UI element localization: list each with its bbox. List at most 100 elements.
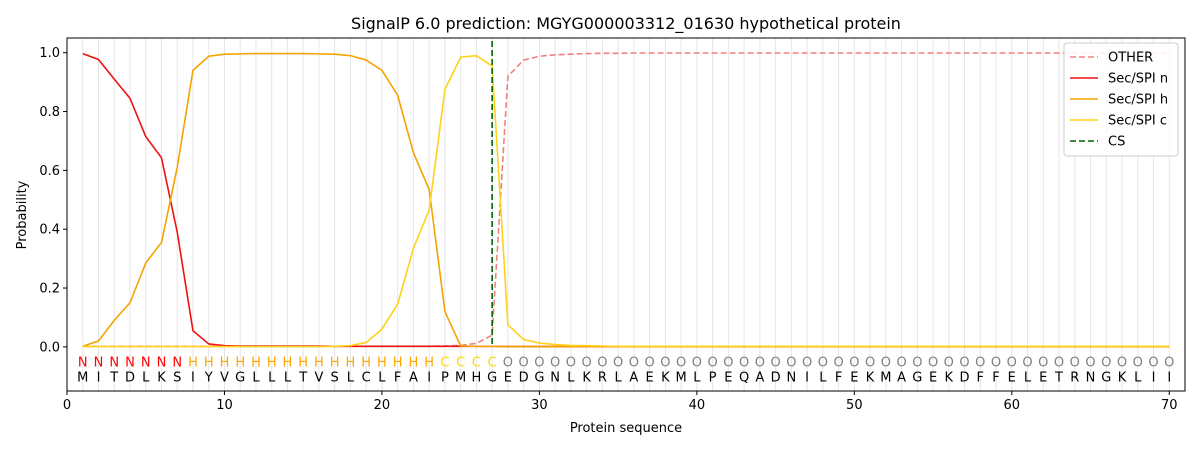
region-label: N (172, 356, 182, 371)
region-label: O (991, 356, 1001, 371)
region-label: O (865, 356, 875, 371)
residue-label: P (709, 370, 717, 385)
residue-label: R (598, 370, 607, 385)
region-label: O (849, 356, 859, 371)
residue-label: A (755, 370, 764, 385)
residue-label: R (1070, 370, 1079, 385)
region-label: O (1038, 356, 1048, 371)
residue-label: H (472, 370, 482, 385)
region-label: O (1070, 356, 1080, 371)
residue-label: L (284, 370, 292, 385)
residue-label: E (1008, 370, 1016, 385)
region-label: H (251, 356, 261, 371)
legend-label: Sec/SPI h (1108, 93, 1168, 108)
y-tick-label: 0.8 (39, 105, 60, 120)
region-label: H (409, 356, 419, 371)
residue-label: K (866, 370, 875, 385)
residue-label: G (1101, 370, 1111, 385)
region-label: O (676, 356, 686, 371)
legend-label: Sec/SPI n (1108, 72, 1168, 87)
residue-label: L (1024, 370, 1032, 385)
residue-label: M (880, 370, 891, 385)
residue-label: E (929, 370, 937, 385)
residue-label: F (992, 370, 999, 385)
region-label: O (503, 356, 513, 371)
region-label: N (141, 356, 151, 371)
residue-label: L (567, 370, 575, 385)
y-tick-label: 0.6 (39, 164, 60, 179)
y-tick-label: 0.0 (39, 340, 60, 355)
region-label: O (1022, 356, 1032, 371)
region-label: O (613, 356, 623, 371)
region-label: O (928, 356, 938, 371)
grid-lines (82, 38, 1170, 391)
residue-label: K (582, 370, 591, 385)
region-label: H (267, 356, 277, 371)
residue-label: L (347, 370, 355, 385)
residue-label: F (835, 370, 842, 385)
residue-label: T (1054, 370, 1063, 385)
legend-label: Sec/SPI c (1108, 114, 1167, 129)
x-tick-label: 20 (374, 398, 391, 413)
region-label: H (204, 356, 214, 371)
chart-title: SignalP 6.0 prediction: MGYG000003312_01… (351, 14, 901, 34)
region-label: O (660, 356, 670, 371)
residue-label: E (646, 370, 654, 385)
residue-label: N (1086, 370, 1096, 385)
residue-label: L (693, 370, 701, 385)
region-label: H (220, 356, 230, 371)
region-label: O (534, 356, 544, 371)
residue-label: Q (739, 370, 749, 385)
y-tick-label: 0.2 (39, 282, 60, 297)
region-label: H (188, 356, 198, 371)
legend-label: CS (1108, 135, 1125, 150)
sequence-track: NMNINTNDNLNKNSHIHYHVHGHLHLHLHTHVHSHLHCHL… (77, 356, 1174, 386)
residue-label: C (362, 370, 371, 385)
residue-label: L (268, 370, 276, 385)
residue-label: L (378, 370, 386, 385)
series-line-sec-spi-n (82, 52, 1170, 348)
residue-label: Y (204, 370, 213, 385)
region-label: H (346, 356, 356, 371)
region-label: O (566, 356, 576, 371)
residue-label: T (298, 370, 307, 385)
residue-label: K (1118, 370, 1127, 385)
region-label: O (896, 356, 906, 371)
region-label: O (692, 356, 702, 371)
region-label: N (78, 356, 88, 371)
residue-label: E (724, 370, 732, 385)
residue-label: M (77, 370, 88, 385)
residue-label: L (1134, 370, 1142, 385)
region-label: O (519, 356, 529, 371)
legend-label: OTHER (1108, 51, 1153, 66)
y-axis-label: Probability (15, 180, 30, 249)
residue-label: D (960, 370, 970, 385)
region-label: O (1101, 356, 1111, 371)
residue-label: K (945, 370, 954, 385)
residue-label: A (897, 370, 906, 385)
region-label: O (1085, 356, 1095, 371)
residue-label: E (504, 370, 512, 385)
series-line-other (82, 52, 1170, 348)
x-tick-label: 30 (531, 398, 548, 413)
series-line-sec-spi-h (82, 52, 1170, 348)
residue-label: M (455, 370, 466, 385)
region-label: O (739, 356, 749, 371)
plot-series (82, 41, 1170, 348)
y-axis-ticks: 0.0 0.2 0.4 0.6 0.8 1.0 (39, 46, 67, 355)
region-label: C (456, 356, 465, 371)
residue-label: D (125, 370, 135, 385)
region-label: O (1148, 356, 1158, 371)
region-label: O (550, 356, 560, 371)
residue-label: K (661, 370, 670, 385)
x-tick-label: 60 (1004, 398, 1021, 413)
residue-label: L (142, 370, 150, 385)
legend-box (1063, 42, 1179, 157)
residue-label: I (1152, 370, 1156, 385)
region-label: C (488, 356, 497, 371)
residue-label: S (173, 370, 181, 385)
residue-label: I (427, 370, 431, 385)
residue-label: D (519, 370, 529, 385)
region-label: O (1117, 356, 1127, 371)
